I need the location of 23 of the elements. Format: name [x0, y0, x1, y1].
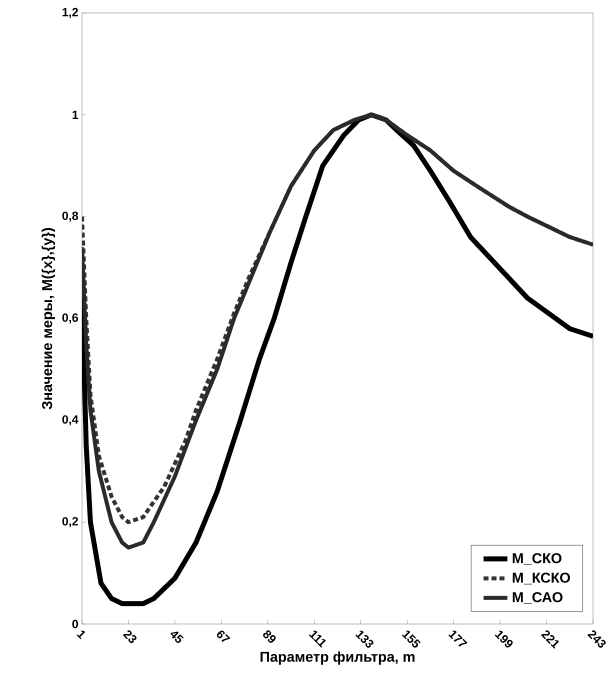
legend-label: M_СКО — [512, 553, 562, 565]
x-tick-label: 243 — [587, 630, 606, 648]
y-tick-label: 1 — [72, 110, 78, 119]
x-tick-label: 155 — [402, 630, 421, 648]
x-tick-label: 133 — [355, 630, 374, 648]
x-tick-label: 23 — [122, 630, 136, 644]
x-tick-label: 45 — [170, 632, 184, 643]
x-tick-label: 111 — [308, 630, 326, 648]
y-axis-title: Значение меры, M({x},{y}) — [42, 228, 56, 410]
legend-label: M_САО — [512, 592, 563, 604]
legend-label: M_КСКО — [512, 572, 570, 584]
x-tick-label: 221 — [540, 630, 560, 649]
y-tick-label: 0,6 — [62, 313, 78, 324]
x-tick-label: 89 — [263, 630, 276, 643]
y-tick-label: 0,2 — [62, 517, 78, 528]
y-tick-label: 1,2 — [62, 8, 78, 18]
y-tick-label: 0,4 — [62, 415, 78, 426]
x-tick-label: 199 — [494, 630, 513, 648]
x-tick-label: 177 — [448, 630, 468, 647]
x-tick-label: 67 — [216, 630, 230, 642]
x-axis-title: Параметр фильтра, m — [260, 651, 414, 665]
y-tick-label: 0,8 — [62, 212, 78, 222]
y-tick-label: 0 — [72, 620, 78, 628]
